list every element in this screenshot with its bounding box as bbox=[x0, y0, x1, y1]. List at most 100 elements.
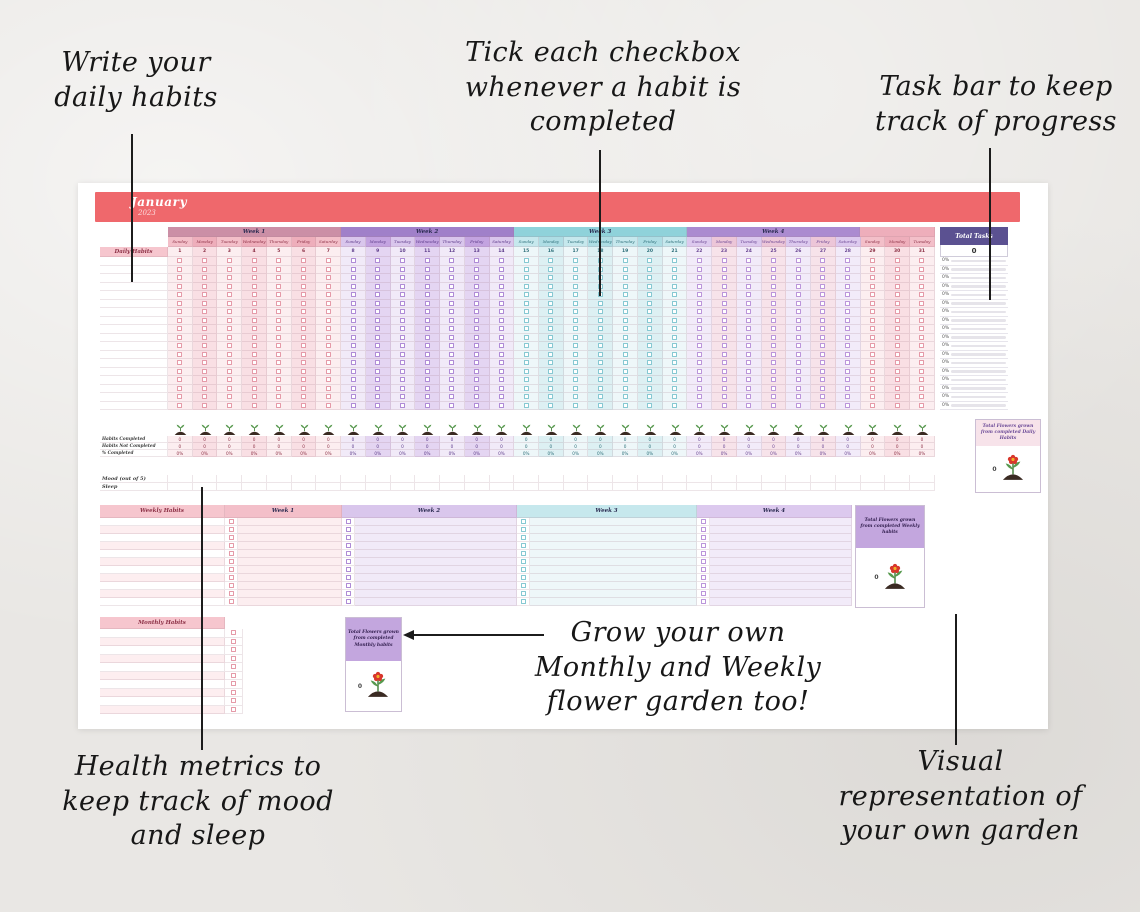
habit-checkbox[interactable] bbox=[424, 351, 430, 357]
weekly-habit-name-cell[interactable] bbox=[100, 526, 225, 534]
habit-checkbox[interactable] bbox=[375, 283, 381, 289]
habit-checkbox[interactable] bbox=[919, 360, 925, 366]
habit-checkbox[interactable] bbox=[548, 300, 554, 306]
habit-checkbox[interactable] bbox=[350, 343, 356, 349]
habit-checkbox[interactable] bbox=[696, 309, 702, 315]
habit-checkbox[interactable] bbox=[226, 377, 232, 383]
habit-checkbox[interactable] bbox=[622, 377, 628, 383]
habit-checkbox[interactable] bbox=[449, 343, 455, 349]
habit-checkbox[interactable] bbox=[548, 275, 554, 281]
habit-checkbox[interactable] bbox=[177, 266, 183, 272]
mood-cell[interactable] bbox=[662, 475, 688, 483]
habit-checkbox[interactable] bbox=[869, 394, 875, 400]
habit-checkbox[interactable] bbox=[746, 351, 752, 357]
habit-checkbox[interactable] bbox=[672, 377, 678, 383]
habit-checkbox[interactable] bbox=[202, 385, 208, 391]
habit-checkbox[interactable] bbox=[325, 266, 331, 272]
habit-checkbox[interactable] bbox=[424, 343, 430, 349]
habit-checkbox[interactable] bbox=[573, 334, 579, 340]
monthly-habit-name-cell[interactable] bbox=[100, 663, 225, 672]
habit-checkbox[interactable] bbox=[746, 258, 752, 264]
habit-checkbox[interactable] bbox=[202, 368, 208, 374]
habit-checkbox[interactable] bbox=[672, 334, 678, 340]
habit-checkbox[interactable] bbox=[647, 309, 653, 315]
habit-checkbox[interactable] bbox=[696, 343, 702, 349]
habit-checkbox[interactable] bbox=[795, 326, 801, 332]
habit-checkbox[interactable] bbox=[869, 258, 875, 264]
habit-checkbox[interactable] bbox=[251, 283, 257, 289]
habit-checkbox[interactable] bbox=[226, 351, 232, 357]
habit-checkbox[interactable] bbox=[301, 258, 307, 264]
daily-habit-name-cell[interactable] bbox=[100, 257, 168, 266]
habit-checkbox[interactable] bbox=[647, 351, 653, 357]
habit-checkbox[interactable] bbox=[474, 343, 480, 349]
monthly-habit-name-cell[interactable] bbox=[100, 646, 225, 655]
habit-checkbox[interactable] bbox=[498, 275, 504, 281]
habit-checkbox[interactable] bbox=[770, 343, 776, 349]
habit-checkbox[interactable] bbox=[696, 377, 702, 383]
habit-checkbox[interactable] bbox=[795, 317, 801, 323]
habit-checkbox[interactable] bbox=[869, 368, 875, 374]
habit-checkbox[interactable] bbox=[820, 351, 826, 357]
weekly-habit-checkbox[interactable] bbox=[345, 591, 351, 596]
habit-checkbox[interactable] bbox=[301, 343, 307, 349]
habit-checkbox[interactable] bbox=[845, 258, 851, 264]
weekly-habit-checkbox[interactable] bbox=[345, 583, 351, 588]
habit-checkbox[interactable] bbox=[498, 368, 504, 374]
habit-checkbox[interactable] bbox=[622, 334, 628, 340]
weekly-habit-checkbox[interactable] bbox=[520, 559, 526, 564]
habit-checkbox[interactable] bbox=[202, 266, 208, 272]
habit-checkbox[interactable] bbox=[251, 266, 257, 272]
habit-checkbox[interactable] bbox=[449, 300, 455, 306]
habit-checkbox[interactable] bbox=[696, 360, 702, 366]
habit-checkbox[interactable] bbox=[845, 377, 851, 383]
daily-habit-name-cell[interactable] bbox=[100, 282, 168, 291]
habit-checkbox[interactable] bbox=[276, 334, 282, 340]
habit-checkbox[interactable] bbox=[523, 368, 529, 374]
mood-cell[interactable] bbox=[341, 475, 366, 483]
habit-checkbox[interactable] bbox=[498, 300, 504, 306]
habit-checkbox[interactable] bbox=[795, 300, 801, 306]
habit-checkbox[interactable] bbox=[845, 275, 851, 281]
weekly-habit-name-cell[interactable] bbox=[100, 518, 225, 526]
habit-checkbox[interactable] bbox=[399, 292, 405, 298]
habit-checkbox[interactable] bbox=[424, 377, 430, 383]
habit-checkbox[interactable] bbox=[919, 377, 925, 383]
habit-checkbox[interactable] bbox=[869, 385, 875, 391]
habit-checkbox[interactable] bbox=[869, 292, 875, 298]
habit-checkbox[interactable] bbox=[894, 351, 900, 357]
habit-checkbox[interactable] bbox=[276, 275, 282, 281]
habit-checkbox[interactable] bbox=[276, 368, 282, 374]
habit-checkbox[interactable] bbox=[672, 351, 678, 357]
habit-checkbox[interactable] bbox=[350, 292, 356, 298]
habit-checkbox[interactable] bbox=[202, 300, 208, 306]
habit-checkbox[interactable] bbox=[276, 351, 282, 357]
habit-checkbox[interactable] bbox=[894, 360, 900, 366]
habit-checkbox[interactable] bbox=[548, 360, 554, 366]
habit-checkbox[interactable] bbox=[573, 394, 579, 400]
sleep-cell[interactable] bbox=[588, 483, 614, 491]
habit-checkbox[interactable] bbox=[474, 351, 480, 357]
habit-checkbox[interactable] bbox=[350, 377, 356, 383]
sleep-cell[interactable] bbox=[217, 483, 243, 491]
habit-checkbox[interactable] bbox=[820, 292, 826, 298]
mood-cell[interactable] bbox=[489, 475, 515, 483]
sleep-cell[interactable] bbox=[637, 483, 663, 491]
habit-checkbox[interactable] bbox=[746, 292, 752, 298]
habit-checkbox[interactable] bbox=[795, 258, 801, 264]
habit-checkbox[interactable] bbox=[573, 326, 579, 332]
habit-checkbox[interactable] bbox=[869, 326, 875, 332]
habit-checkbox[interactable] bbox=[919, 326, 925, 332]
habit-checkbox[interactable] bbox=[177, 300, 183, 306]
mood-cell[interactable] bbox=[316, 475, 342, 483]
sleep-cell[interactable] bbox=[613, 483, 638, 491]
habit-checkbox[interactable] bbox=[399, 326, 405, 332]
habit-checkbox[interactable] bbox=[696, 368, 702, 374]
daily-habit-name-cell[interactable] bbox=[100, 325, 168, 334]
habit-checkbox[interactable] bbox=[721, 317, 727, 323]
habit-checkbox[interactable] bbox=[251, 334, 257, 340]
habit-checkbox[interactable] bbox=[573, 402, 579, 408]
habit-checkbox[interactable] bbox=[845, 385, 851, 391]
habit-checkbox[interactable] bbox=[672, 394, 678, 400]
habit-checkbox[interactable] bbox=[672, 266, 678, 272]
